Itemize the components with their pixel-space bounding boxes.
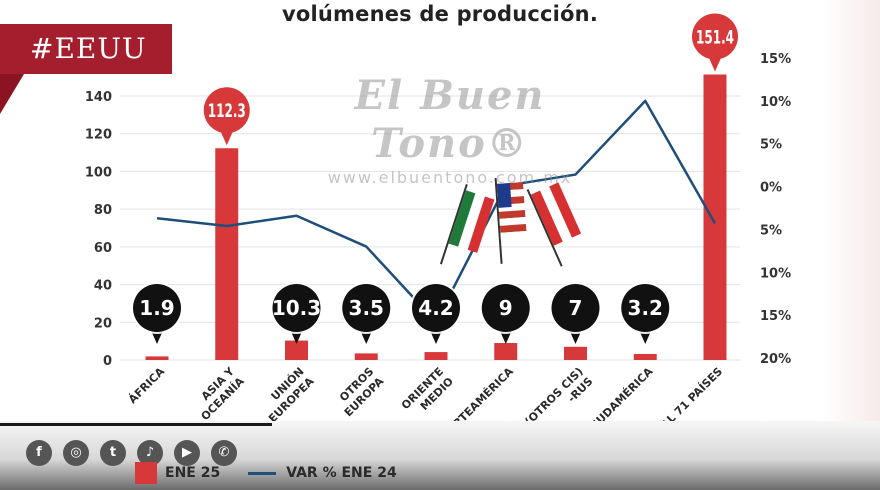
y-right-tick-label: 10% [760,266,791,281]
twitter-icon[interactable]: t [100,440,126,466]
flag-stripe [530,190,563,246]
pin-body [481,284,530,332]
marker-layer: 1.9 112.3 10.3 3.5 4.2 9 7 3.2 151.4 [131,13,738,344]
legend-bar-label: ENE 25 [165,465,221,481]
chart-subtitle: volúmenes de producción. [281,2,599,26]
data-label: 3.5 [349,296,384,320]
flags-illustration [439,177,582,267]
category-label: ÁFRICA [126,365,167,406]
bar-layer [145,74,727,360]
canada-flag-icon [526,182,582,267]
total-label-pin: 112.3 [203,87,250,146]
bar [494,343,518,360]
y-left-tick-label: 120 [85,128,112,143]
bar [424,352,448,360]
flag-canton [496,183,512,208]
y-left-tick-label: 20 [94,316,112,331]
y-left-tick-label: 60 [94,241,112,256]
legend-line-swatch [248,471,277,475]
y-right-tick-label: 0% [760,181,782,196]
y-right-tick-label: 15% [760,52,791,67]
y-left-tick-label: 0 [103,354,112,369]
bar [354,353,378,360]
pin-body [692,13,738,60]
pin-body [412,284,460,332]
flag-pole [439,183,468,265]
usa-flag-icon [494,177,527,264]
axis-layer: 0 20 40 60 80 100 120 140 15% 10% 5% 0% 5% 10% 15% 20% Á… [85,52,791,449]
legend-bar-swatch [135,462,157,484]
y-left-tick-label: 40 [94,279,112,294]
data-label: 3.2 [628,296,663,320]
pin-body [551,284,600,332]
flag-stripe [540,186,572,242]
y-right-tick-label: 20% [760,352,791,367]
y-left-tick-label: 80 [94,203,112,218]
data-label-pin: 1.9 [131,282,183,344]
pin-body [203,87,250,134]
chart-legend: ENE 25 VAR % ENE 24 [135,462,397,484]
bar [285,340,308,360]
bar [145,356,169,360]
bottom-divider [0,423,272,426]
data-label: 112.3 [208,100,246,122]
youtube-icon[interactable]: ▶ [174,440,200,466]
y-left-tick-label: 140 [85,90,112,105]
flag-stripe [448,190,476,247]
flag-stripe [500,230,527,240]
whatsapp-icon[interactable]: ✆ [211,440,237,466]
flag-stripe [549,182,582,238]
social-icons: f ◎ t ♪ ▶ ✆ [26,440,237,468]
pin-body [342,284,391,332]
flag-stripe [499,217,526,226]
tag-fold [0,74,24,114]
instagram-icon[interactable]: ◎ [63,440,89,466]
flag-stripe [498,210,526,219]
facebook-icon[interactable]: f [26,440,52,466]
data-label: 9 [499,296,513,320]
category-label-line: ÁFRICA [126,365,167,406]
data-label: 151.4 [696,27,734,49]
legend-line-label: VAR % ENE 24 [286,465,397,481]
section-tag[interactable]: #EEUU [0,24,172,74]
y-right-tick-label: 5% [760,223,782,238]
bar [633,353,657,360]
flag-pole [494,177,503,264]
flag-pole [526,189,563,267]
total-label-pin: 151.4 [692,13,738,72]
data-label: 7 [569,296,583,320]
data-label: 10.3 [272,296,321,320]
bar [703,74,727,360]
flag-stripe [467,196,495,253]
data-label-pin: 10.3 [270,282,323,344]
y-right-tick-label: 10% [760,95,791,110]
tiktok-icon[interactable]: ♪ [137,440,163,466]
data-label-pin: 3.5 [340,282,393,344]
pin-body [621,284,670,332]
flag-stripe [458,193,485,250]
mexico-flag-icon [439,183,495,265]
y-left-tick-label: 100 [85,165,112,180]
bar [215,148,239,360]
flag-stripe [499,224,527,233]
y-right-tick-label: 15% [760,309,791,324]
side-shade [822,0,880,421]
bar [564,346,587,360]
data-label-pin: 9 [479,282,532,344]
data-label: 4.2 [418,296,453,320]
pin-body [272,284,321,332]
y-right-tick-label: 5% [760,138,782,153]
data-label-pin: 3.2 [619,282,672,344]
data-label-pin: 7 [549,282,602,344]
data-label: 1.9 [139,296,174,320]
data-label-pin: 4.2 [410,282,462,344]
pin-body [133,284,181,332]
